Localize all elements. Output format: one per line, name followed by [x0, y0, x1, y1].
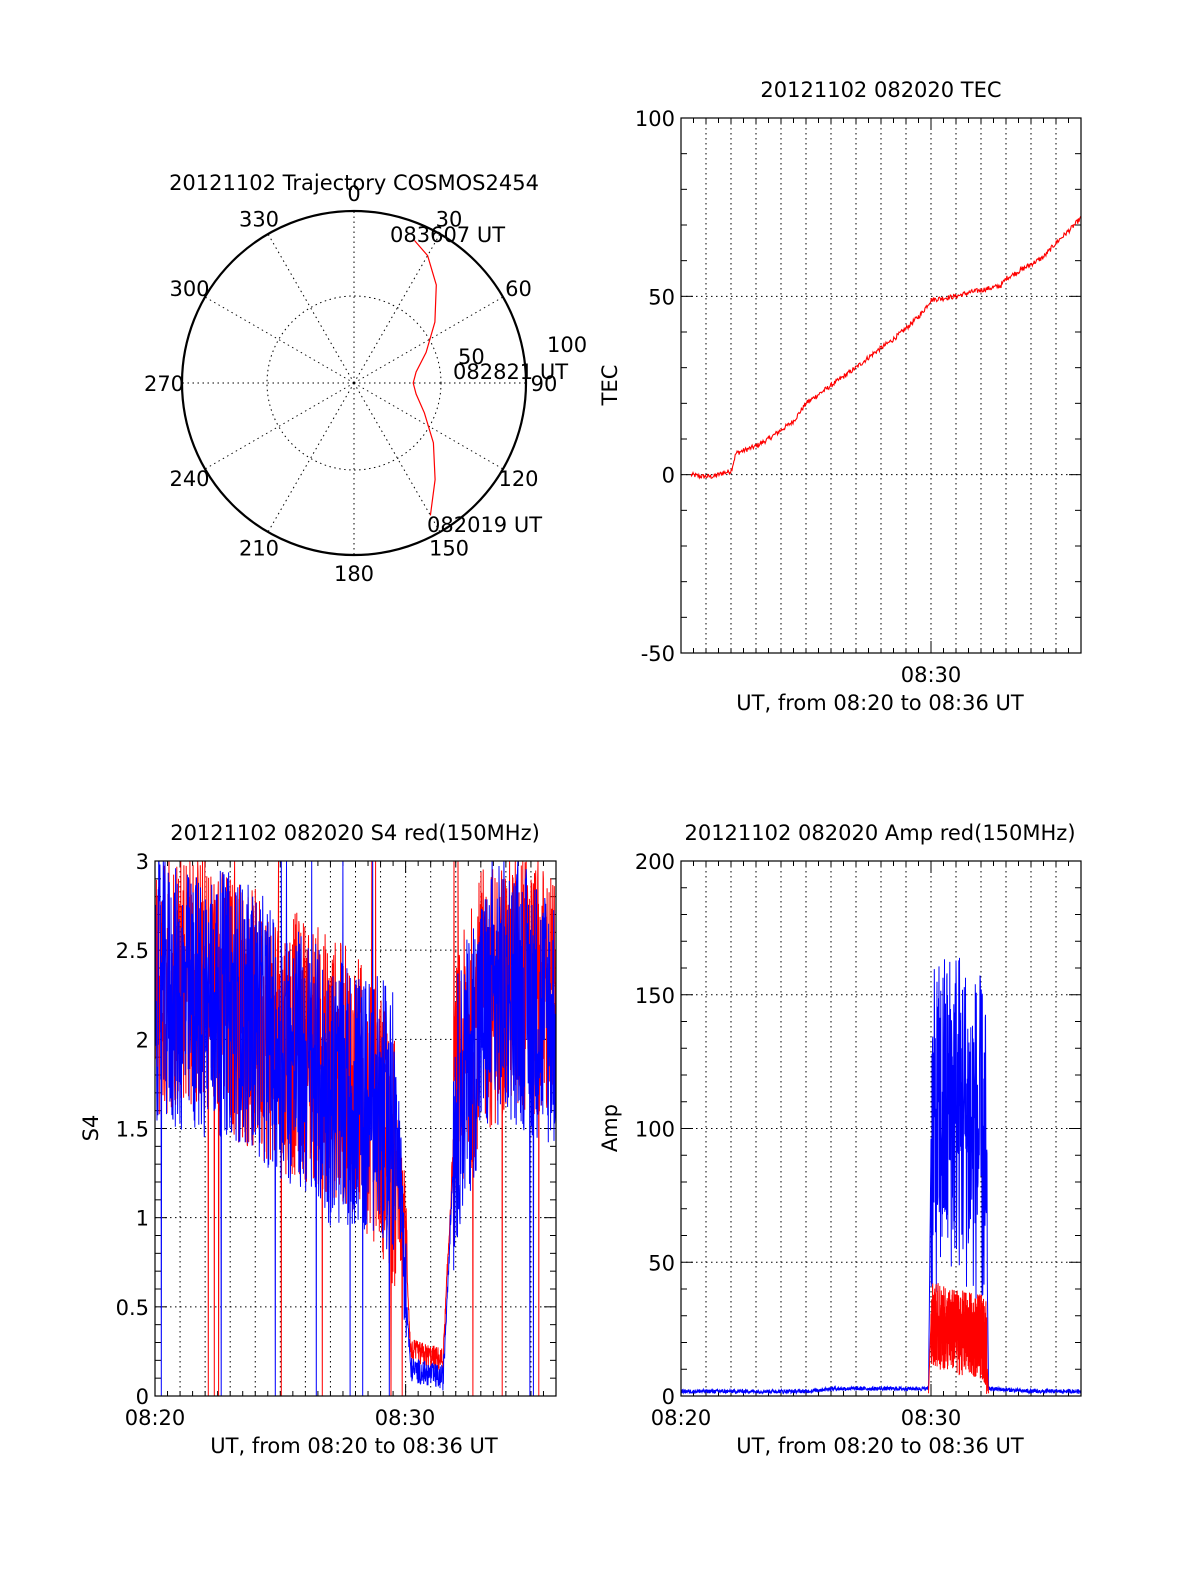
radius-label-100: 100	[547, 333, 587, 357]
polar-angle-label: 240	[169, 467, 209, 491]
tec-series-line	[690, 215, 1082, 480]
polar-angle-label: 0	[347, 182, 360, 206]
tec-title: 20121102 082020 TEC	[760, 78, 1001, 102]
amp-x-tick-0820: 08:20	[651, 1406, 712, 1430]
trajectory-line	[412, 240, 437, 516]
polar-spoke	[353, 296, 504, 384]
trajectory-end-label: 083607 UT	[390, 223, 505, 247]
s4-series	[154, 860, 557, 1397]
y-tick-label: 100	[635, 107, 675, 131]
s4-grid	[155, 861, 556, 1396]
tec-x-axis-label: UT, from 08:20 to 08:36 UT	[736, 691, 1024, 715]
y-tick-label: 100	[635, 1118, 675, 1142]
polar-angle-label: 120	[498, 467, 538, 491]
y-tick-label: 50	[648, 1251, 675, 1275]
amp-series-blue	[680, 957, 1082, 1396]
trajectory-start-label: 082019 UT	[427, 513, 542, 537]
y-tick-label: 0.5	[116, 1296, 149, 1320]
y-tick-label: 1.5	[116, 1118, 149, 1142]
polar-angle-labels: 0 30 60 90 120 150 180 210 240 270 300 330	[144, 182, 557, 586]
y-tick-label: 0	[662, 464, 675, 488]
amp-y-axis-label: Amp	[598, 1104, 622, 1152]
tec-y-tick-labels: 100 50 0 -50	[635, 107, 675, 666]
polar-angle-label: 180	[334, 562, 374, 586]
amp-title: 20121102 082020 Amp red(150MHz)	[684, 821, 1075, 845]
tec-x-tick-0830: 08:30	[901, 663, 962, 687]
amp-series-red	[928, 1283, 989, 1394]
y-tick-label: 50	[648, 285, 675, 309]
y-tick-label: -50	[641, 642, 675, 666]
polar-angle-label: 330	[239, 208, 279, 232]
s4-y-tick-labels: 3 2.5 2 1.5 1 0.5 0	[116, 850, 149, 1409]
y-tick-label: 2.5	[116, 939, 149, 963]
polar-spoke	[267, 233, 355, 384]
y-tick-label: 0	[662, 1385, 675, 1409]
y-tick-label: 200	[635, 850, 675, 874]
polar-spoke	[204, 382, 355, 470]
amp-panel: 20121102 082020 Amp red(150MHz) 200 150 10…	[598, 821, 1082, 1458]
s4-panel: 20121102 082020 S4 red(150MHz) 3 2.5 2 1.5 1…	[79, 821, 557, 1458]
amp-y-tick-labels: 200 150 100 50 0	[635, 850, 675, 1409]
polar-inner-circle	[266, 295, 442, 471]
polar-angle-label: 300	[169, 277, 209, 301]
s4-x-axis-label: UT, from 08:20 to 08:36 UT	[210, 1434, 498, 1458]
polar-outer-circle	[180, 209, 528, 557]
polar-spoke	[353, 382, 441, 533]
amp-x-axis-label: UT, from 08:20 to 08:36 UT	[736, 1434, 1024, 1458]
s4-y-axis-label: S4	[79, 1115, 103, 1142]
polar-angle-label: 150	[429, 537, 469, 561]
polar-spoke	[204, 296, 355, 384]
amp-plot-frame	[680, 860, 1082, 1397]
polar-panel: 20121102 Trajectory COSMOS2454 0 30 60 90 12…	[144, 171, 587, 586]
s4-plot-frame	[154, 860, 557, 1397]
radius-label-50: 50	[458, 345, 485, 369]
tec-plot-frame	[680, 117, 1082, 654]
polar-angle-label: 270	[144, 372, 184, 396]
y-tick-label: 2	[136, 1028, 149, 1052]
polar-spoke	[353, 233, 441, 384]
polar-angle-label: 60	[505, 277, 532, 301]
trajectory-mid-label: 082821 UT	[453, 360, 568, 384]
y-tick-label: 0	[136, 1385, 149, 1409]
amp-series	[680, 957, 1082, 1396]
amp-x-tick-0830: 08:30	[901, 1406, 962, 1430]
s4-x-tick-0820: 08:20	[125, 1406, 186, 1430]
polar-angle-label: 90	[531, 372, 558, 396]
s4-title: 20121102 082020 S4 red(150MHz)	[170, 821, 540, 845]
s4-x-tick-0830: 08:30	[375, 1406, 436, 1430]
y-tick-label: 150	[635, 984, 675, 1008]
polar-spoke	[267, 382, 355, 533]
y-tick-label: 1	[136, 1207, 149, 1231]
s4-series-1	[154, 860, 557, 1397]
y-tick-label: 3	[136, 850, 149, 874]
polar-angle-label: 210	[239, 537, 279, 561]
tec-y-axis-label: TEC	[598, 365, 622, 407]
tec-grid	[681, 118, 1081, 653]
polar-angle-label: 30	[436, 208, 463, 232]
amp-grid	[681, 861, 1081, 1396]
polar-title: 20121102 Trajectory COSMOS2454	[169, 171, 539, 195]
